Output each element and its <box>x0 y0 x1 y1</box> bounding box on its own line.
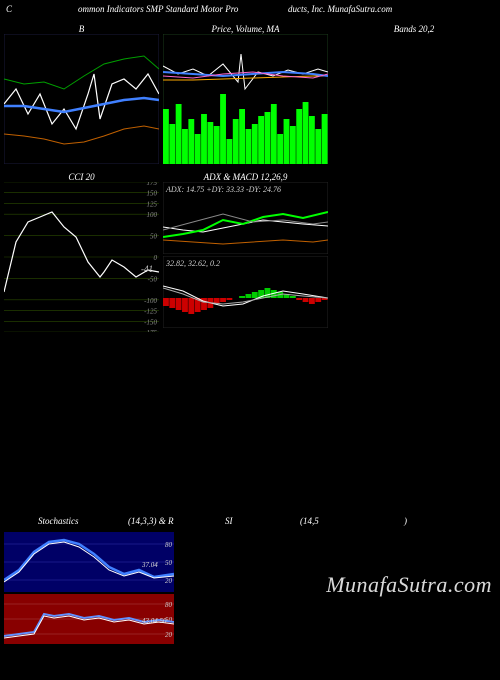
lbl-si: SI <box>225 516 233 526</box>
chart-adx: ADX: 14.75 +DY: 33.33 -DY: 24.76 <box>163 182 328 254</box>
svg-text:-100: -100 <box>144 297 157 305</box>
svg-text:80: 80 <box>165 601 173 609</box>
page-header: C ommon Indicators SMP Standard Motor Pr… <box>0 0 500 22</box>
panel-adx-macd: ADX: 14.75 +DY: 33.33 -DY: 24.76 32.82, … <box>163 182 328 332</box>
row2-panels: 175 150 125 100 50 0 -50 -100 -125 -150 -175 -41 AD… <box>0 182 500 332</box>
svg-text:80: 80 <box>165 541 173 549</box>
lbl-rsi-params: (14,5 <box>300 516 319 526</box>
row1-panels <box>0 34 500 164</box>
svg-text:100: 100 <box>147 211 158 219</box>
title-adx-macd: ADX & MACD 12,26,9 <box>163 172 328 182</box>
row1-titles: B Price, Volume, MA Bands 20,2 <box>0 22 500 34</box>
chart-stochastics: 80 50 20 37.04 <box>4 532 174 592</box>
svg-text:-125: -125 <box>144 308 157 316</box>
svg-text:-50: -50 <box>148 275 158 283</box>
svg-text:125: 125 <box>147 200 158 208</box>
svg-text:-41: -41 <box>141 264 153 274</box>
title-bands: Bands 20,2 <box>332 24 496 34</box>
svg-text:37.04: 37.04 <box>141 561 158 569</box>
svg-text:-150: -150 <box>144 318 157 326</box>
stoch-header: Stochastics (14,3,3) & R SI (14,5 ) <box>0 512 500 532</box>
title-b: B <box>4 24 159 34</box>
svg-text:20: 20 <box>165 631 173 639</box>
lbl-stoch-params: (14,3,3) & R <box>128 516 174 526</box>
hdr-right: ducts, Inc. MunafaSutra.com <box>288 4 392 14</box>
svg-text:0: 0 <box>154 254 158 262</box>
chart-b <box>4 34 159 164</box>
chart-cci: 175 150 125 100 50 0 -50 -100 -125 -150 -175 -41 <box>4 182 159 332</box>
lbl-paren: ) <box>404 516 407 526</box>
svg-text:50: 50 <box>150 233 158 241</box>
svg-text:20: 20 <box>165 577 173 585</box>
hdr-left: C <box>6 4 12 14</box>
svg-text:150: 150 <box>147 190 158 198</box>
panel-b <box>4 34 159 164</box>
title-cci: CCI 20 <box>4 172 159 182</box>
watermark: MunafaSutra.com <box>326 572 492 598</box>
svg-text:50: 50 <box>165 559 173 567</box>
svg-text:ADX: 14.75 +DY: 33.33 -DY: 24.: ADX: 14.75 +DY: 33.33 -DY: 24.76 <box>165 185 281 194</box>
svg-text:43.04 50: 43.04 50 <box>142 617 167 625</box>
lbl-stochastics: Stochastics <box>38 516 79 526</box>
chart-price-vol <box>163 34 328 164</box>
title-price-vol: Price, Volume, MA <box>163 24 328 34</box>
svg-text:-175: -175 <box>144 329 157 332</box>
svg-text:175: 175 <box>147 182 158 187</box>
chart-rsi: 80502043.04 50 <box>4 594 174 644</box>
svg-text:32.82, 32.62, 0.2: 32.82, 32.62, 0.2 <box>165 259 220 268</box>
hdr-mid: ommon Indicators SMP Standard Motor Pro <box>78 4 238 14</box>
panel-cci: 175 150 125 100 50 0 -50 -100 -125 -150 -175 -41 <box>4 182 159 332</box>
panel-price <box>163 34 328 164</box>
panel-bands <box>332 34 496 164</box>
chart-macd: 32.82, 32.62, 0.2 <box>163 256 328 328</box>
row2-titles: CCI 20 ADX & MACD 12,26,9 <box>0 170 500 182</box>
